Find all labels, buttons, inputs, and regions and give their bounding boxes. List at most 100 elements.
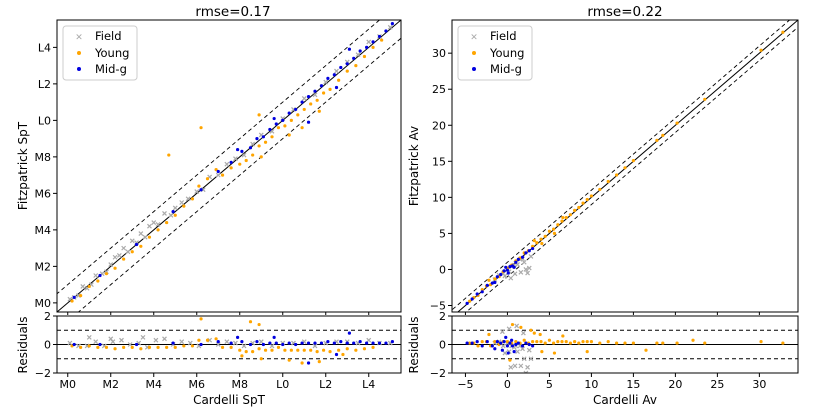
av-residual-field-point [514,323,520,329]
spt-field-point [155,221,161,227]
spt-residual-young-point [296,348,300,352]
spt-residual-midg-point [345,341,349,345]
av-midg-point [514,260,518,264]
av-residual-young-point [598,341,602,345]
av-midg-point [499,272,503,277]
spt-residual-y-tick-label: 0 [44,339,51,352]
spt-field-point [138,231,144,236]
spt-young-point [197,184,201,188]
av-young-point [661,133,665,137]
spt-residual-midg-point [229,341,233,345]
av-residual-young-point [538,332,542,337]
spt-midg-point [358,49,362,53]
av-residual-young-point [623,341,627,345]
spt-midg-point [306,120,311,124]
av-residual-midg-point [505,344,510,348]
av-legend-field-marker: ✕ [470,33,478,43]
spt-midg-point [229,160,233,164]
spt-young-point [354,64,358,68]
av-residual-young-point [547,338,552,342]
spt-young-point [283,124,287,128]
av-residual-young-point [631,341,635,345]
spt-residual-young-point [173,345,177,349]
spt-y-tick-label: M4 [35,224,52,237]
av-midg-point [504,265,508,269]
spt-residual-midg-point [377,341,382,345]
spt-midg-point [171,210,175,214]
av-residual-young-point [564,340,568,344]
av-young-point [615,173,619,177]
spt-young-point [79,293,83,298]
spt-residual-young-point [96,345,100,349]
av-field-point [508,275,514,281]
av-residual-midg-point [524,341,528,345]
spt-midg-point [319,84,324,88]
spt-residual-midg-point [199,342,203,347]
spt-field-point [162,211,167,216]
av-midg-point [506,271,510,275]
spt-midg-point [98,273,102,278]
av-legend-midg-label: Mid-g [490,62,522,76]
spt-residual-young-point [214,337,218,341]
spt-field-point [142,234,148,240]
spt-residual-field-point [224,339,230,345]
spt-residual-young-point [257,322,261,327]
av-residual-young-point [552,351,557,355]
spt-residual-young-point [257,347,261,351]
av-midg-point [531,246,535,251]
av-residual-midg-point [502,340,506,344]
av-residual-young-point [589,340,594,344]
spt-field-point [194,189,200,194]
av-field-point [525,270,531,276]
spt-young-point [167,153,171,157]
av-midg-point [465,301,469,305]
spt-field-point [241,152,247,158]
spt-residual-young-point [251,350,255,354]
spt-residual-field-point [187,340,193,346]
av-young-point [759,48,763,52]
spt-residual-midg-point [268,341,272,345]
spt-field-point [151,220,157,225]
av-residual-young-point [568,341,573,345]
av-midg-point [508,264,512,269]
av-x-tick-label: 30 [752,378,766,391]
spt-y-tick-label: M8 [35,151,52,164]
spt-young-point [315,98,319,102]
av-x-tick-label: 5 [546,378,553,391]
av-residual-young-point [505,340,510,344]
spt-residual-young-point [122,345,126,349]
spt-residual-midg-point [352,341,356,345]
av-main-data [452,20,798,312]
spt-midg-point [300,100,304,104]
av-residual-young-point [703,341,707,345]
spt-residual-young-point [283,348,287,352]
spt-residual-field-point [93,339,99,345]
spt-residual-field-point [366,337,372,343]
av-residual-field-point [526,347,532,353]
legend-midg-label: Mid-g [95,62,127,76]
spt-residual-midg-point [313,341,317,345]
av-main-frame [451,19,799,313]
spt-midg-point [390,22,394,26]
spt-main-data [57,20,401,312]
spt-residual-midg-point [171,341,175,345]
av-x-tick-label: 10 [584,378,598,391]
av-y-tick-label: 20 [432,119,446,132]
av-young-point [564,215,568,220]
spt-y-tick-label: L2 [38,78,51,91]
spt-young-point [182,204,186,208]
spt-field-point [355,52,361,58]
av-field-point [518,269,524,275]
spt-young-point [229,166,233,170]
spt-young-point [289,118,293,122]
spt-field-point [334,68,339,74]
spt-y-label: Fitzpatrick SpT [16,121,30,210]
spt-residual-field-point [269,343,275,349]
av-residual-young-point [539,340,543,344]
spt-residual-young-point [259,357,263,361]
av-residual-young-point [661,341,665,345]
spt-field-point [323,79,329,85]
spt-legend: ✕ Field Young Mid-g [62,25,138,81]
spt-midg-point [261,135,265,139]
